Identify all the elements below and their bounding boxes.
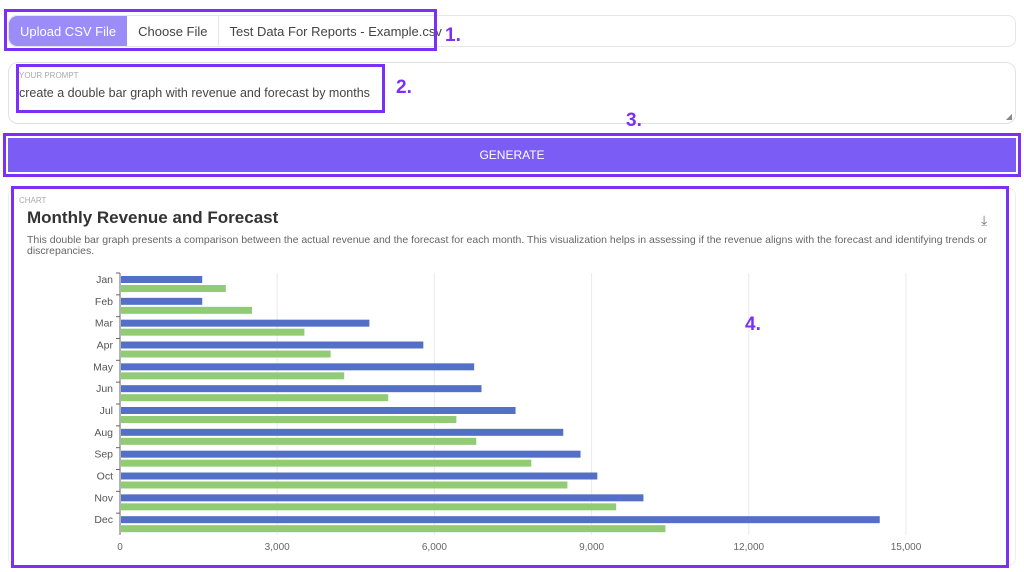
bar-revenue — [121, 363, 475, 371]
upload-csv-label: Upload CSV File — [9, 16, 128, 46]
x-tick-label: 0 — [117, 542, 123, 553]
prompt-input[interactable] — [19, 86, 919, 100]
prompt-box: YOUR PROMPT ◢ — [8, 62, 1016, 124]
bar-revenue — [121, 276, 203, 283]
bar-revenue — [121, 341, 424, 349]
bar-forecast — [121, 306, 252, 314]
y-tick-label: Aug — [94, 427, 113, 439]
bar-revenue — [121, 385, 482, 393]
annotation-box-1 — [4, 9, 437, 51]
chart-title: Monthly Revenue and Forecast — [27, 208, 279, 227]
y-tick-label: Dec — [94, 514, 113, 526]
selected-file-name: Test Data For Reports - Example.csv — [229, 23, 442, 39]
chart-description: This double bar graph presents a compari… — [27, 234, 987, 257]
bar-forecast — [121, 328, 305, 336]
bar-revenue — [121, 319, 370, 327]
resize-handle-icon[interactable]: ◢ — [1005, 112, 1012, 121]
bar-forecast — [121, 416, 457, 423]
bar-forecast — [121, 459, 532, 467]
y-tick-label: Jul — [100, 405, 113, 417]
x-tick-label: 6,000 — [422, 542, 447, 553]
bar-revenue — [121, 494, 644, 502]
y-tick-label: Mar — [95, 318, 114, 330]
generate-button[interactable]: GENERATE — [8, 138, 1016, 172]
annotation-box-2 — [16, 64, 385, 113]
y-tick-label: Jan — [96, 274, 113, 286]
prompt-label: YOUR PROMPT — [19, 71, 79, 80]
bar-forecast — [121, 285, 226, 292]
bar-revenue — [121, 472, 598, 480]
file-upload-row: Upload CSV File Choose File Test Data Fo… — [8, 15, 1016, 47]
bar-revenue — [121, 297, 203, 305]
x-tick-label: 15,000 — [891, 542, 922, 553]
annotation-box-4 — [11, 186, 1009, 568]
bar-forecast — [121, 372, 345, 380]
y-tick-label: Oct — [97, 470, 113, 482]
x-tick-label: 3,000 — [265, 542, 290, 553]
y-tick-label: Apr — [97, 339, 114, 351]
annotation-number-3: 3. — [626, 110, 642, 131]
annotation-box-3 — [3, 133, 1021, 177]
y-tick-label: Sep — [94, 449, 113, 461]
x-tick-label: 9,000 — [579, 542, 604, 553]
bar-revenue — [121, 450, 581, 458]
y-tick-label: May — [93, 361, 114, 373]
y-tick-label: Feb — [95, 296, 113, 308]
bar-forecast — [121, 481, 568, 489]
annotation-number-1: 1. — [445, 25, 461, 46]
bar-forecast — [121, 394, 389, 402]
bar-forecast — [121, 350, 331, 358]
annotation-number-2: 2. — [396, 77, 412, 98]
chart-label: CHART — [19, 196, 47, 205]
bar-forecast — [121, 437, 477, 445]
bar-revenue — [121, 516, 880, 524]
x-tick-label: 12,000 — [734, 542, 765, 553]
annotation-number-4: 4. — [745, 314, 761, 335]
bar-forecast — [121, 525, 666, 533]
y-tick-label: Jun — [96, 383, 113, 395]
bar-revenue — [121, 428, 564, 436]
bar-revenue — [121, 407, 516, 414]
choose-file-button[interactable]: Choose File — [127, 16, 220, 46]
download-icon[interactable]: ⤓ — [981, 212, 988, 228]
bar-forecast — [121, 503, 617, 511]
y-tick-label: Nov — [94, 492, 113, 504]
